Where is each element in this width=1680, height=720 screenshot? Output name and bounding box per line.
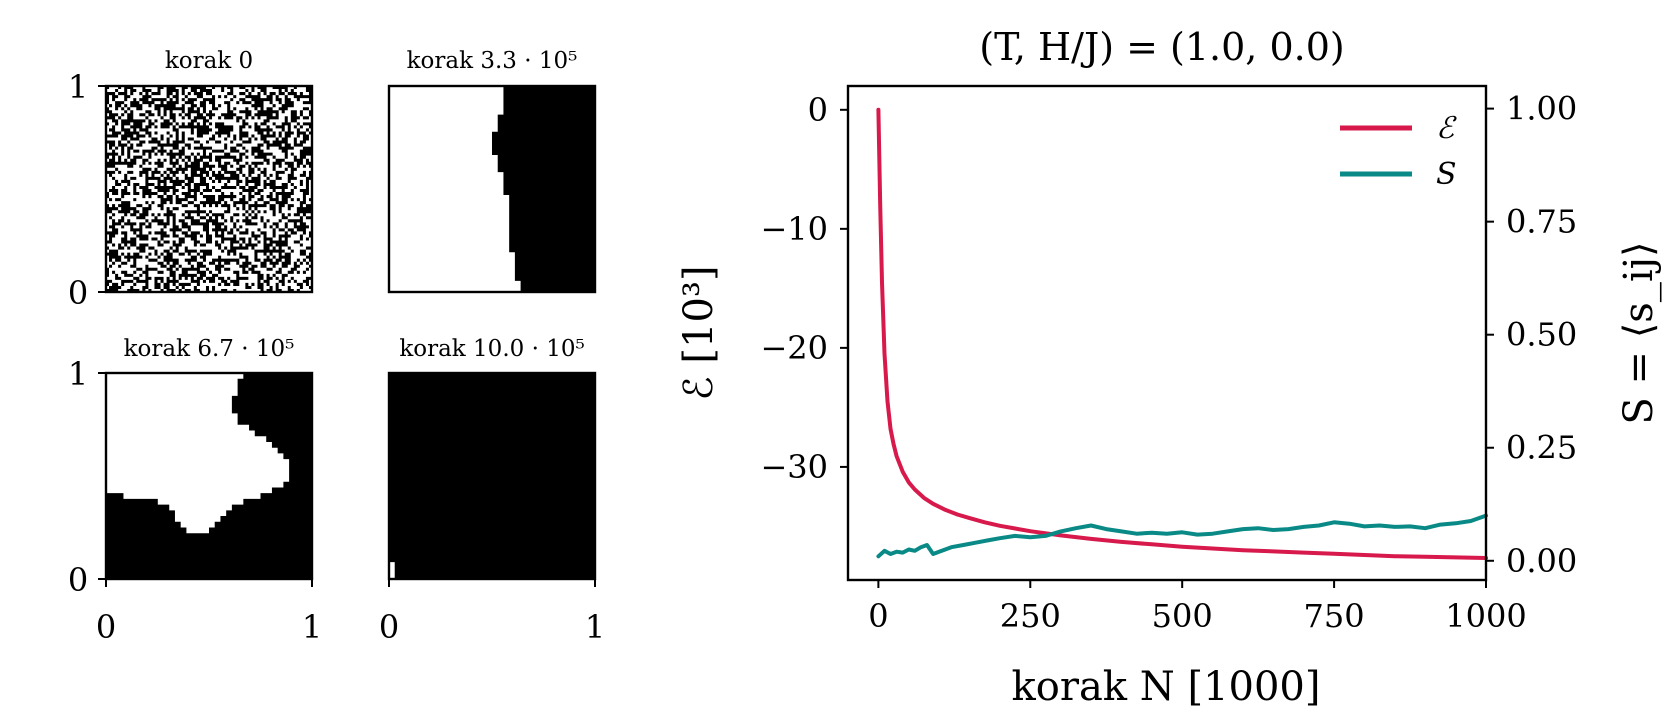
- series-layer: [876, 107, 1488, 560]
- left-y-tick-label-1: −10: [760, 210, 828, 248]
- left-y-tick-label-0: 0: [808, 91, 828, 129]
- chart-title: (T, H/J) = (1.0, 0.0): [979, 25, 1344, 69]
- left-y-tick-label-3: −30: [760, 448, 828, 486]
- down-spin-domains: [106, 373, 313, 580]
- spin-lattice-image-3: [389, 373, 596, 580]
- legend: ℰ S: [1340, 111, 1457, 192]
- panel-frame-3: [387, 371, 597, 581]
- spin-lattice-image-0: [106, 86, 312, 292]
- panel-title-1: korak 3.3 · 10⁵: [407, 48, 578, 74]
- right-y-tick-label-0: 0.00: [1506, 542, 1577, 580]
- left-y-axis-label: ℰ [10³]: [676, 265, 722, 400]
- down-spin-pixels: [106, 86, 312, 292]
- legend-label-order-parameter: S: [1436, 157, 1457, 192]
- snapshot-grid: korak 0 korak 3.3 · 10⁵ korak 6.7 · 10⁵ …: [68, 48, 605, 646]
- x-tick-label-0: 0: [868, 597, 888, 635]
- panel-title-3: korak 10.0 · 10⁵: [399, 336, 584, 362]
- panel-frame-1: [387, 84, 597, 294]
- down-spin-domains: [389, 373, 596, 580]
- snap-xlabel-0-left: 0: [96, 608, 116, 646]
- down-spin-domains: [492, 86, 596, 293]
- plot-frame: [846, 84, 1488, 582]
- order-parameter-series-line: [876, 513, 1488, 559]
- left-y-tick-label-2: −20: [760, 329, 828, 367]
- legend-label-energy: ℰ: [1436, 111, 1457, 146]
- right-y-axis-label: S = ⟨s_ij⟩: [1616, 241, 1662, 424]
- right-y-tick-label-3: 0.75: [1506, 203, 1577, 241]
- spin-lattice-image-1: [389, 86, 596, 293]
- snap-xlabel-1-right: 1: [585, 608, 605, 646]
- x-tick-label-250: 250: [1000, 597, 1061, 635]
- x-axis-label: korak N [1000]: [1012, 664, 1321, 710]
- snap-ylabel-1-bottom: 1: [68, 355, 88, 393]
- axis-ticks-layer: 0 250 500 750 1000 0 −10 −20 −30 0.00 0.25 0.50 0.75…: [760, 90, 1577, 635]
- right-y-tick-label-2: 0.50: [1506, 316, 1577, 354]
- right-y-tick-label-1: 0.25: [1506, 429, 1577, 467]
- energy-magnetization-chart: (T, H/J) = (1.0, 0.0) 0 250 500 750 1000 0 −10…: [676, 25, 1662, 710]
- right-y-tick-label-4: 1.00: [1506, 90, 1577, 128]
- spin-lattice-image-2: [106, 373, 313, 580]
- snap-ylabel-0-top: 0: [68, 274, 88, 312]
- x-tick-label-500: 500: [1152, 597, 1213, 635]
- energy-series-line: [876, 107, 1488, 560]
- panel-frame-0: [104, 84, 314, 294]
- panel-title-0: korak 0: [165, 48, 253, 74]
- snap-xlabel-0-right: 0: [379, 608, 399, 646]
- snap-ylabel-0-bottom: 0: [68, 561, 88, 599]
- snap-xlabel-1-left: 1: [302, 608, 322, 646]
- panel-title-2: korak 6.7 · 10⁵: [124, 336, 295, 362]
- x-tick-label-750: 750: [1304, 597, 1365, 635]
- x-tick-label-1000: 1000: [1445, 597, 1526, 635]
- snap-ylabel-1-top: 1: [68, 68, 88, 106]
- panel-frame-2: [104, 371, 314, 581]
